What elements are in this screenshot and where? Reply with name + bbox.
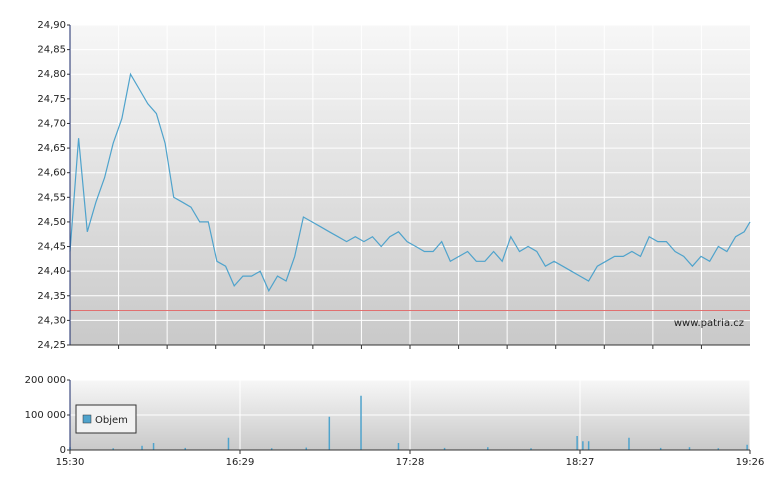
legend-label: Objem	[95, 415, 128, 426]
x-tick-label: 17:28	[396, 457, 425, 468]
y-tick-label: 24,60	[37, 168, 66, 179]
x-tick-label: 19:26	[736, 457, 765, 468]
volume-bar	[582, 441, 584, 450]
volume-bar	[328, 416, 331, 450]
volume-bar	[227, 437, 230, 450]
y-tick-label: 0	[60, 445, 66, 456]
y-tick-label: 24,55	[37, 192, 66, 203]
volume-bar	[184, 447, 187, 450]
volume-bar	[576, 436, 578, 450]
volume-bar	[746, 444, 748, 450]
volume-bar	[141, 445, 143, 450]
y-tick-label: 200 000	[25, 375, 66, 386]
x-tick-label: 16:29	[226, 457, 255, 468]
volume-bar	[152, 443, 155, 450]
volume-bar	[112, 448, 114, 450]
volume-bar	[397, 443, 400, 450]
y-tick-label: 24,40	[37, 266, 66, 277]
y-tick-label: 24,85	[37, 45, 66, 56]
volume-bar	[443, 447, 446, 450]
y-tick-label: 24,35	[37, 291, 66, 302]
x-tick-label: 15:30	[56, 457, 85, 468]
x-tick-label: 18:27	[566, 457, 595, 468]
y-tick-label: 24,50	[37, 217, 66, 228]
volume-bar	[487, 447, 489, 450]
volume-bar	[717, 448, 720, 450]
y-tick-label: 24,65	[37, 143, 66, 154]
volume-bar	[659, 447, 662, 450]
y-tick-label: 24,75	[37, 94, 66, 105]
volume-bar	[530, 448, 532, 450]
y-tick-label: 24,30	[37, 315, 66, 326]
volume-bar	[688, 447, 691, 450]
volume-bar	[360, 395, 362, 450]
legend-swatch	[82, 414, 92, 424]
price-line	[69, 72, 751, 293]
volume-bar	[587, 441, 590, 450]
y-tick-label: 24,45	[37, 242, 66, 253]
y-tick-label: 24,25	[37, 340, 66, 351]
y-tick-label: 24,90	[37, 20, 66, 31]
y-tick-label: 24,70	[37, 118, 66, 129]
y-tick-label: 100 000	[25, 410, 66, 421]
volume-bar	[270, 448, 273, 450]
watermark: www.patria.cz	[674, 318, 744, 329]
volume-bar	[628, 437, 630, 450]
volume-bar	[305, 447, 308, 450]
y-tick-label: 24,80	[37, 69, 66, 80]
